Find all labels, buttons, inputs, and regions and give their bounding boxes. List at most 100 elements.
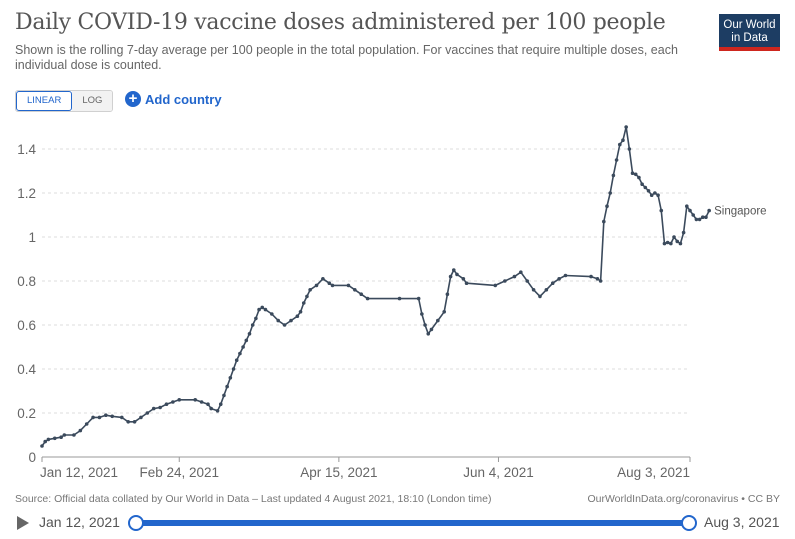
data-point	[46, 437, 51, 442]
data-point	[429, 327, 434, 332]
data-point	[694, 217, 699, 222]
data-point	[426, 332, 431, 336]
data-point	[681, 230, 686, 235]
log-scale-button[interactable]: LOG	[72, 91, 113, 111]
data-point	[97, 415, 102, 420]
data-point	[678, 241, 683, 246]
timeline-start-handle[interactable]	[128, 515, 144, 531]
data-point	[627, 147, 632, 151]
data-point	[295, 314, 300, 319]
owid-logo[interactable]: Our World in Data	[719, 14, 780, 51]
data-point	[257, 307, 261, 312]
data-point	[448, 274, 453, 279]
data-point	[234, 358, 239, 363]
data-point	[589, 274, 593, 279]
linear-scale-button[interactable]: LINEAR	[16, 91, 73, 111]
data-point	[503, 279, 507, 283]
data-point	[672, 235, 676, 239]
data-point	[557, 277, 561, 281]
data-point	[653, 191, 657, 195]
data-point	[228, 376, 233, 380]
data-point	[263, 307, 268, 312]
x-tick-label: Jun 4, 2021	[463, 465, 534, 480]
data-point	[416, 296, 421, 301]
data-point	[643, 185, 648, 190]
data-point	[669, 241, 673, 246]
data-point	[177, 398, 182, 402]
data-point	[308, 288, 312, 292]
y-tick-label: 0.4	[17, 362, 36, 377]
data-point	[420, 312, 424, 316]
data-point	[254, 316, 258, 321]
license-link[interactable]: OurWorldInData.org/coronavirus • CC BY	[587, 493, 780, 505]
data-point	[132, 420, 137, 424]
chart-subtitle: Shown is the rolling 7-day average per 1…	[15, 43, 678, 72]
data-point	[330, 283, 335, 288]
data-point	[225, 384, 229, 389]
y-tick-label: 0.6	[17, 318, 36, 333]
data-point	[688, 208, 692, 213]
data-point	[659, 208, 664, 213]
data-point	[608, 191, 612, 195]
data-point	[637, 175, 641, 180]
data-point	[139, 415, 143, 420]
data-point	[353, 288, 357, 292]
x-tick-label: Feb 24, 2021	[139, 465, 219, 480]
add-country-button[interactable]: + Add country	[125, 91, 222, 107]
data-point	[241, 345, 245, 349]
data-point	[656, 193, 660, 197]
data-point	[662, 241, 667, 246]
data-point	[72, 433, 76, 437]
data-point	[614, 158, 619, 162]
data-point	[238, 351, 242, 356]
data-point	[630, 171, 635, 175]
page-title: Daily COVID-19 vaccine doses administere…	[15, 10, 666, 35]
data-point	[617, 142, 622, 147]
data-point	[550, 281, 555, 286]
data-point	[519, 270, 523, 275]
data-point	[206, 402, 210, 407]
timeline-end-label: Aug 3, 2021	[704, 514, 780, 530]
data-point	[598, 279, 603, 283]
data-point	[595, 277, 600, 281]
data-point	[59, 435, 63, 440]
data-point	[158, 405, 162, 410]
data-point	[605, 204, 609, 208]
data-point	[151, 406, 156, 411]
logo-line-2: in Data	[731, 32, 768, 44]
data-point	[621, 138, 625, 142]
data-point	[289, 318, 293, 323]
data-point	[464, 281, 469, 286]
data-point	[707, 208, 711, 213]
data-point	[231, 367, 236, 371]
data-point	[442, 310, 447, 314]
logo-line-1: Our World	[723, 19, 776, 31]
data-point	[40, 444, 44, 448]
timeline-end-handle[interactable]	[681, 515, 697, 531]
data-point	[126, 420, 130, 424]
data-point	[538, 294, 542, 299]
data-point	[423, 323, 427, 327]
timeline: Jan 12, 2021 Aug 3, 2021	[0, 510, 795, 539]
data-point	[365, 296, 370, 301]
data-point	[700, 215, 705, 219]
data-point	[298, 310, 303, 314]
plus-circle-icon: +	[125, 91, 141, 107]
data-point	[91, 415, 95, 420]
series-label: Singapore	[714, 206, 766, 218]
data-point	[649, 193, 654, 197]
play-icon[interactable]	[17, 516, 29, 530]
data-point	[685, 204, 689, 208]
data-point	[270, 312, 274, 316]
x-tick-label: Aug 3, 2021	[617, 465, 690, 480]
timeline-track[interactable]	[135, 520, 688, 526]
x-tick-label: Apr 15, 2021	[300, 465, 377, 480]
timeline-start-label: Jan 12, 2021	[39, 514, 120, 530]
data-point	[611, 173, 616, 178]
data-point	[314, 283, 319, 288]
data-point	[397, 296, 402, 301]
data-point	[704, 215, 708, 219]
data-point	[164, 402, 169, 407]
data-point	[222, 393, 226, 398]
